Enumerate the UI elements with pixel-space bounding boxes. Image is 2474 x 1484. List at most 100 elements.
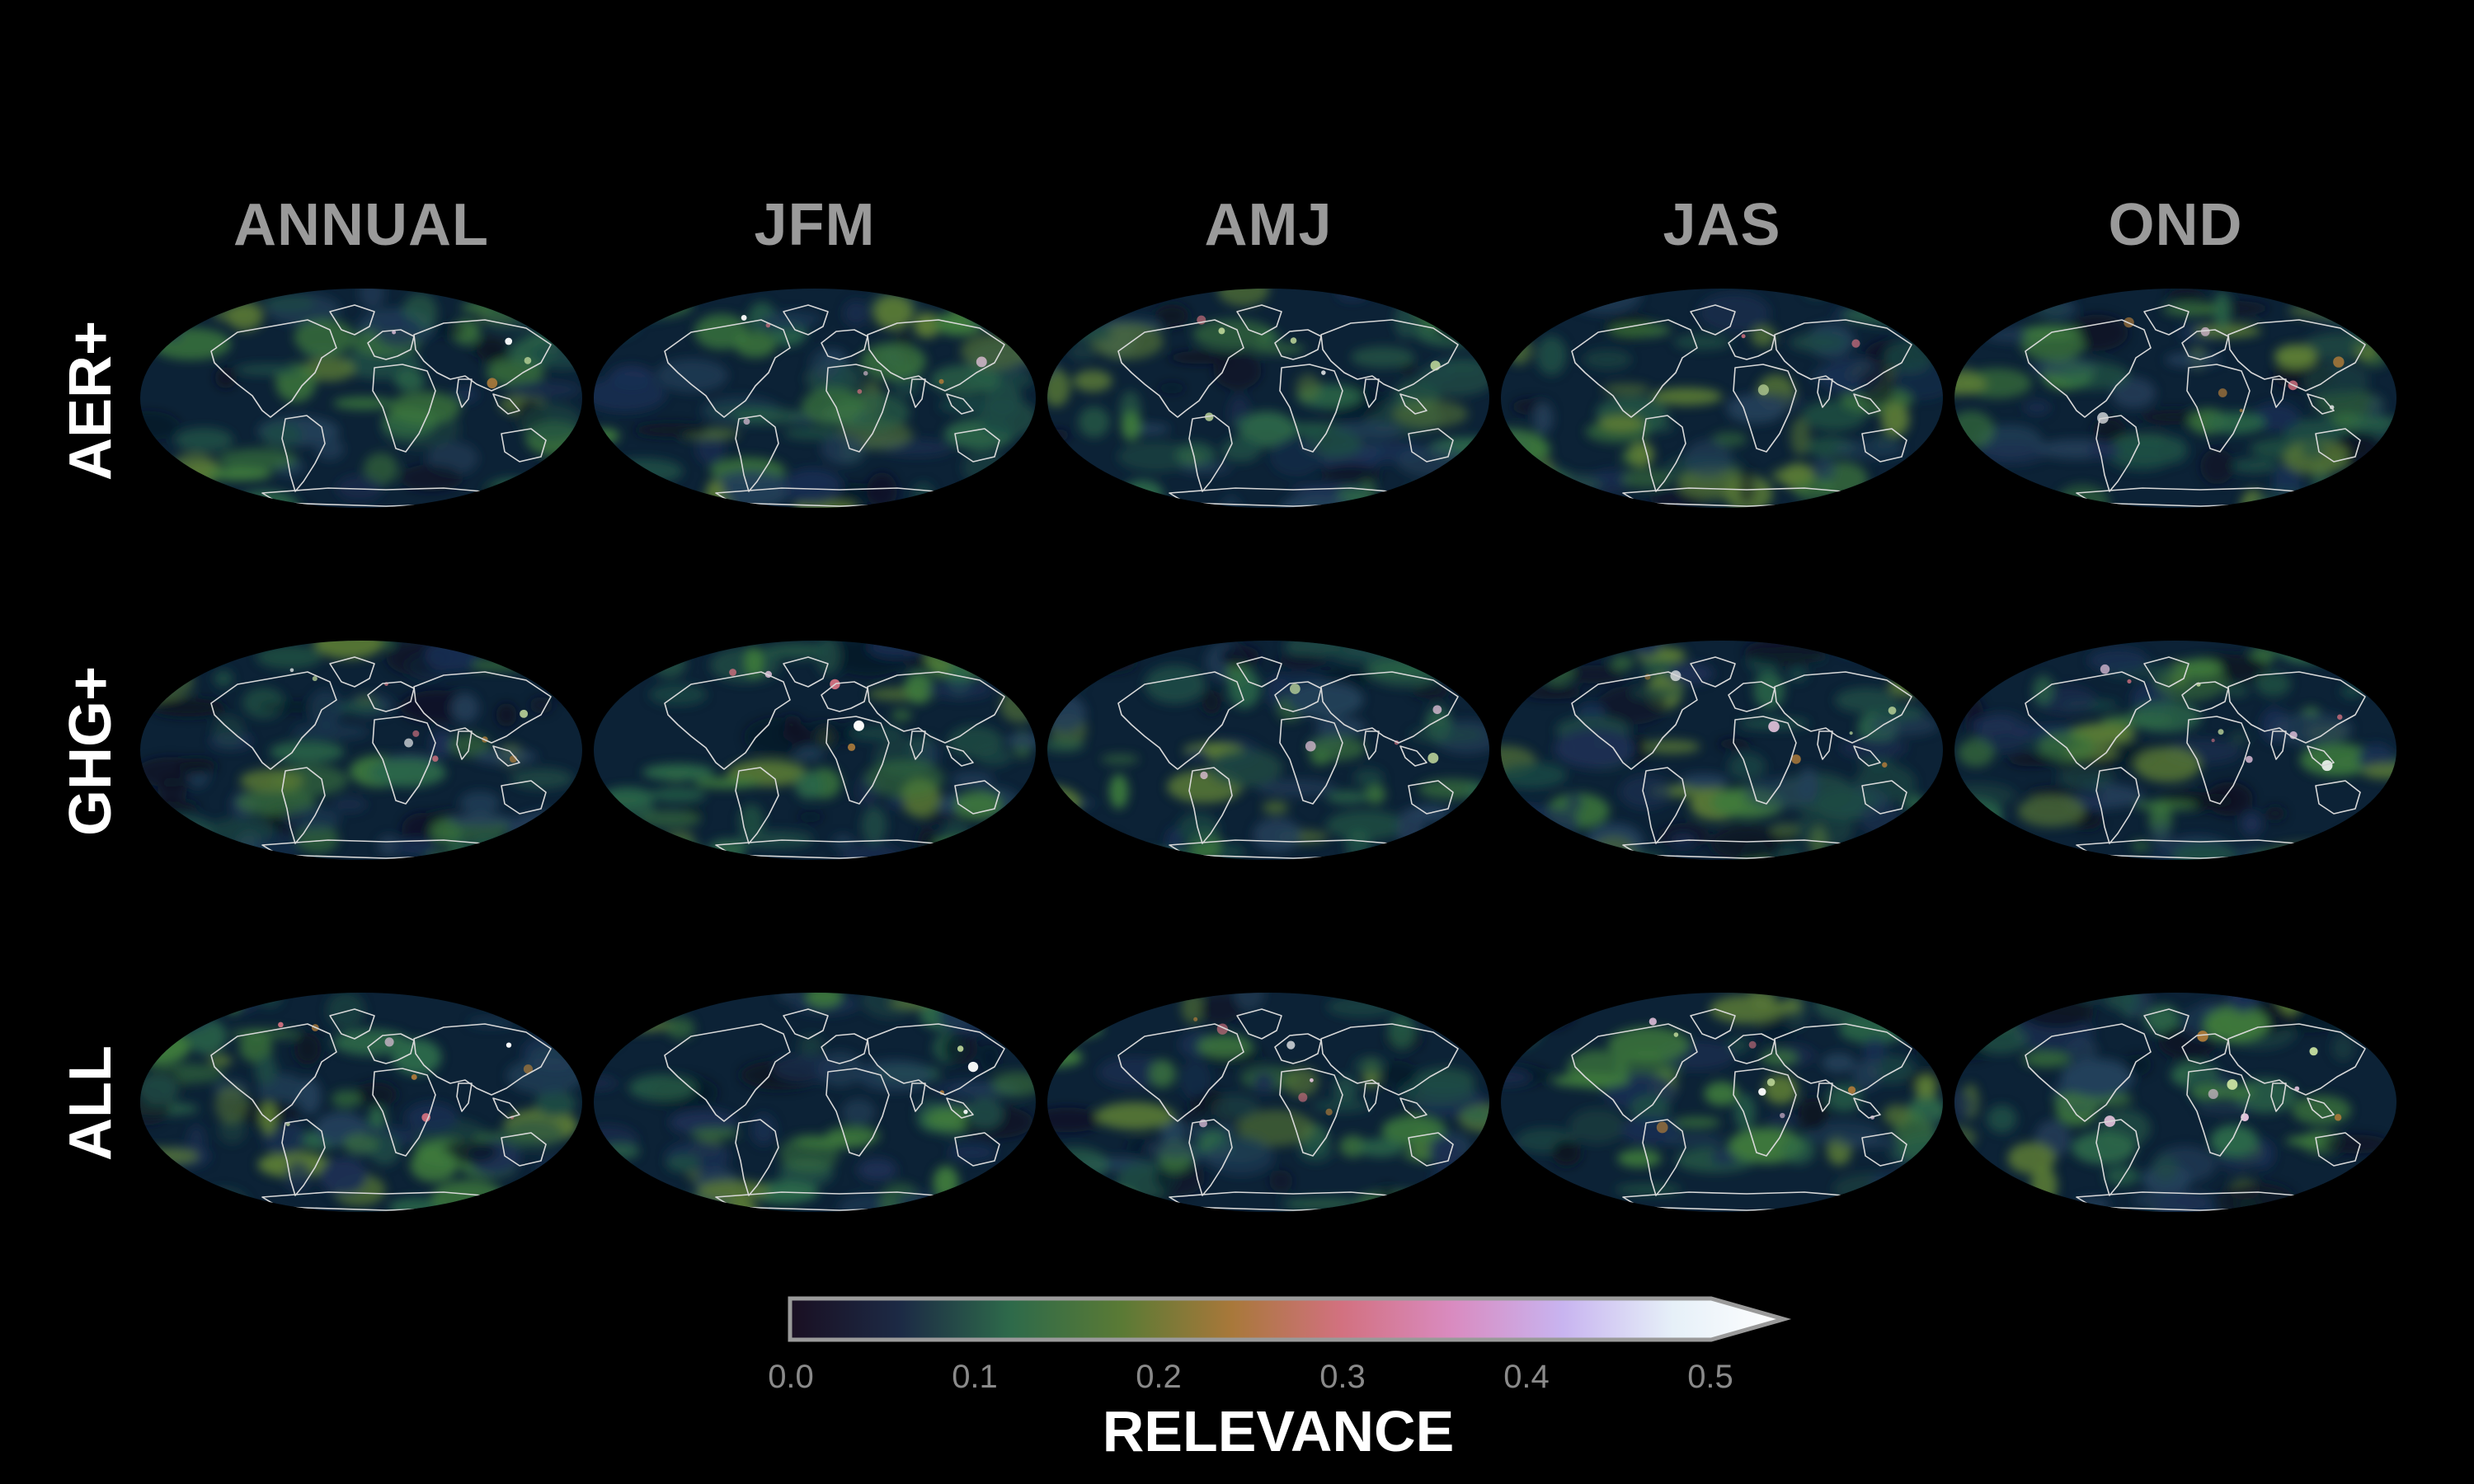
coastline-asia — [867, 671, 1005, 744]
coastline-seAsia — [946, 1097, 974, 1119]
column-title-amj: AMJ — [1204, 192, 1333, 258]
column-title-ond: OND — [2108, 192, 2243, 258]
coastline-europe — [1728, 681, 1776, 712]
colorbar-tick: 0.4 — [1503, 1359, 1550, 1395]
row-label-all: ALL — [58, 1045, 124, 1161]
coastline-africa — [825, 1068, 890, 1157]
coastline-india — [1363, 378, 1380, 408]
coastline-northAmerica — [2025, 1023, 2152, 1122]
coastline-seAsia — [492, 745, 520, 767]
colorbar-tick: 0.5 — [1687, 1359, 1733, 1395]
row-label-ghg: GHG+ — [58, 665, 124, 837]
column-title-jfm: JFM — [754, 192, 876, 258]
coastline-europe — [367, 1033, 415, 1064]
map-aer-ond — [1954, 289, 2396, 508]
coastline-seAsia — [946, 393, 974, 415]
coastline-southAmerica — [735, 415, 779, 492]
coastline-india — [910, 1082, 926, 1112]
coastline-greenland — [329, 304, 375, 336]
map-ghg-ond — [1954, 641, 2396, 860]
column-title-annual: ANNUAL — [233, 192, 489, 258]
coastline-australia — [1861, 428, 1907, 463]
coastline-southAmerica — [281, 767, 326, 844]
map-aer-annual — [140, 289, 582, 508]
coastline-europe — [1274, 681, 1322, 712]
coastline-asia — [413, 671, 552, 744]
coastline-northAmerica — [210, 319, 337, 418]
coastline-greenland — [1236, 656, 1282, 688]
coastline-greenland — [329, 656, 375, 688]
coastline-australia — [1408, 780, 1454, 815]
colorbar-tick: 0.0 — [768, 1359, 814, 1395]
coastline-southAmerica — [735, 767, 779, 844]
coastline-australia — [954, 780, 1000, 815]
coastline-australia — [2315, 780, 2361, 815]
coastline-europe — [821, 1033, 868, 1064]
coastline-australia — [501, 780, 547, 815]
coastline-asia — [2227, 319, 2366, 392]
coastline-australia — [954, 1132, 1000, 1167]
coastline-africa — [825, 716, 890, 805]
coastline-australia — [1408, 428, 1454, 463]
coastline-seAsia — [1399, 1097, 1427, 1119]
coastline-india — [1363, 1082, 1380, 1112]
coastline-australia — [2315, 428, 2361, 463]
colorbar-tick: 0.1 — [952, 1359, 998, 1395]
map-aer-jas — [1501, 289, 1943, 508]
coastline-asia — [1320, 1023, 1459, 1096]
colorbar — [788, 1296, 1792, 1342]
colorbar-title: RELEVANCE — [1102, 1399, 1455, 1463]
coastline-asia — [1774, 671, 1912, 744]
coastline-greenland — [783, 1008, 829, 1040]
coastline-seAsia — [2307, 1097, 2335, 1119]
coastline-seAsia — [1853, 1097, 1881, 1119]
coastline-africa — [1733, 1068, 1797, 1157]
coastline-india — [2270, 378, 2287, 408]
coastline-india — [1817, 1082, 1833, 1112]
coastline-greenland — [1690, 1008, 1736, 1040]
coastline-southAmerica — [1188, 767, 1233, 844]
coastline-india — [456, 1082, 473, 1112]
map-all-annual — [140, 993, 582, 1212]
coastline-asia — [867, 1023, 1005, 1096]
coastline-africa — [2186, 716, 2251, 805]
coastline-greenland — [2143, 304, 2189, 336]
coastline-greenland — [329, 1008, 375, 1040]
coastline-india — [2270, 1082, 2287, 1112]
map-all-jas — [1501, 993, 1943, 1212]
coastline-northAmerica — [1571, 671, 1698, 770]
coastline-southAmerica — [1188, 1119, 1233, 1196]
coastline-northAmerica — [1117, 1023, 1244, 1122]
coastline-india — [910, 730, 926, 760]
coastline-asia — [1774, 1023, 1912, 1096]
coastline-asia — [2227, 1023, 2366, 1096]
map-ghg-amj — [1047, 641, 1489, 860]
coastline-asia — [1320, 671, 1459, 744]
coastline-africa — [1733, 716, 1797, 805]
map-aer-jfm — [594, 289, 1036, 508]
coastline-northAmerica — [664, 1023, 791, 1122]
coastline-india — [1817, 730, 1833, 760]
coastline-greenland — [783, 304, 829, 336]
coastline-asia — [1774, 319, 1912, 392]
coastline-africa — [825, 364, 890, 453]
coastline-europe — [367, 329, 415, 360]
coastline-australia — [2315, 1132, 2361, 1167]
coastline-northAmerica — [664, 671, 791, 770]
coastline-europe — [821, 329, 868, 360]
coastline-europe — [821, 681, 868, 712]
map-all-ond — [1954, 993, 2396, 1212]
coastline-northAmerica — [2025, 319, 2152, 418]
coastline-northAmerica — [664, 319, 791, 418]
coastline-greenland — [2143, 656, 2189, 688]
coastline-seAsia — [1399, 393, 1427, 415]
colorbar-tick: 0.2 — [1136, 1359, 1182, 1395]
coastline-asia — [867, 319, 1005, 392]
coastline-northAmerica — [1117, 319, 1244, 418]
coastline-europe — [2181, 681, 2229, 712]
coastline-northAmerica — [210, 1023, 337, 1122]
coastline-seAsia — [1399, 745, 1427, 767]
coastline-europe — [1728, 329, 1776, 360]
coastline-australia — [501, 428, 547, 463]
coastline-asia — [413, 1023, 552, 1096]
